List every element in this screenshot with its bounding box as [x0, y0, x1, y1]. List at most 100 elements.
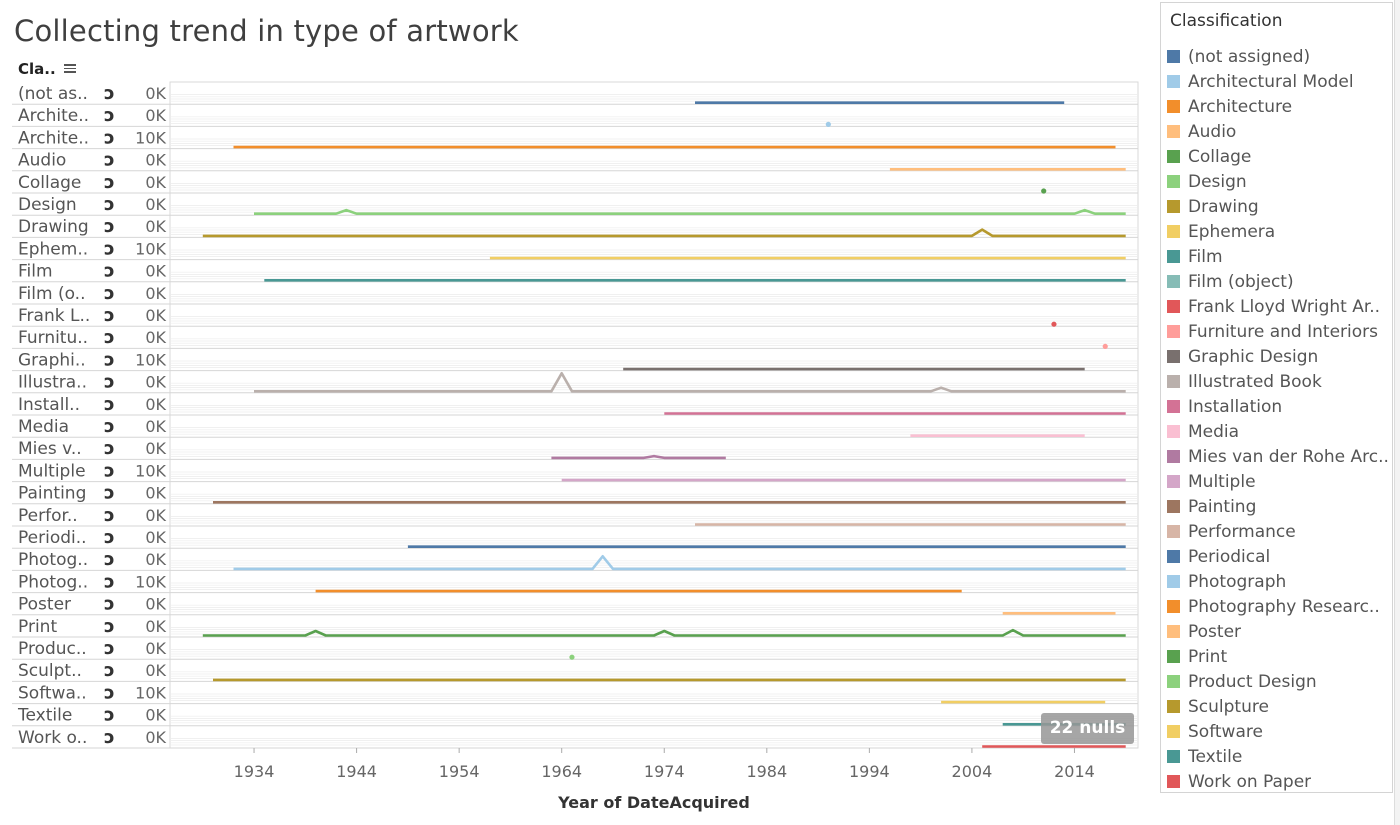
row-label[interactable]: Poster [18, 595, 71, 615]
legend-item[interactable]: Illustrated Book [1167, 369, 1389, 394]
series-line[interactable] [202, 628, 1126, 637]
legend-item[interactable]: Periodical [1167, 544, 1389, 569]
axis-toggle-icon[interactable]: ↄ [104, 372, 115, 393]
axis-toggle-icon[interactable]: ↄ [104, 238, 115, 259]
axis-toggle-icon[interactable]: ↄ [104, 638, 115, 659]
axis-toggle-icon[interactable]: ↄ [104, 682, 115, 703]
legend-item[interactable]: Media [1167, 419, 1389, 444]
row-label[interactable]: Sculpt.. [18, 661, 82, 681]
row-label[interactable]: Illustra.. [18, 373, 87, 393]
data-point[interactable] [825, 121, 831, 127]
series-line[interactable] [254, 372, 1126, 393]
row-label[interactable]: Mies v.. [18, 439, 82, 459]
legend-item[interactable]: Film (object) [1167, 269, 1389, 294]
axis-toggle-icon[interactable]: ↄ [104, 394, 115, 415]
legend-item[interactable]: Architectural Model [1167, 69, 1389, 94]
axis-toggle-icon[interactable]: ↄ [104, 483, 115, 504]
legend-item[interactable]: Photograph [1167, 569, 1389, 594]
legend-item[interactable]: Architecture [1167, 94, 1389, 119]
row-label[interactable]: Frank L.. [18, 306, 90, 326]
legend-item[interactable]: Mies van der Rohe Arc.. [1167, 444, 1389, 469]
axis-toggle-icon[interactable]: ↄ [104, 660, 115, 681]
row-label[interactable]: Produc.. [18, 639, 87, 659]
axis-toggle-icon[interactable]: ↄ [104, 216, 115, 237]
row-label[interactable]: Collage [18, 173, 81, 193]
axis-toggle-icon[interactable]: ↄ [104, 571, 115, 592]
data-point[interactable] [1041, 188, 1047, 194]
data-point[interactable] [569, 654, 575, 660]
axis-toggle-icon[interactable]: ↄ [104, 460, 115, 481]
axis-toggle-icon[interactable]: ↄ [104, 349, 115, 370]
row-label[interactable]: Design [18, 195, 77, 215]
axis-toggle-icon[interactable]: ↄ [104, 127, 115, 148]
axis-toggle-icon[interactable]: ↄ [104, 150, 115, 171]
legend-item[interactable]: Sculpture [1167, 694, 1389, 719]
row-label[interactable]: Graphi.. [18, 350, 86, 370]
axis-toggle-icon[interactable]: ↄ [104, 616, 115, 637]
row-label[interactable]: Textile [17, 706, 72, 726]
series-line[interactable] [233, 555, 1126, 571]
legend-item[interactable]: Installation [1167, 394, 1389, 419]
axis-toggle-icon[interactable]: ↄ [104, 527, 115, 548]
axis-toggle-icon[interactable]: ↄ [104, 727, 115, 748]
row-label[interactable]: Ephem.. [18, 239, 88, 259]
legend-item[interactable]: Software [1167, 719, 1389, 744]
row-label[interactable]: Film [18, 262, 53, 282]
legend-item[interactable]: Product Design [1167, 669, 1389, 694]
axis-toggle-icon[interactable]: ↄ [104, 438, 115, 459]
row-label[interactable]: Print [18, 617, 57, 637]
row-header-classification[interactable]: Cla.. [18, 60, 56, 78]
nulls-indicator-badge[interactable]: 22 nulls [1041, 713, 1134, 744]
row-label[interactable]: Perfor.. [18, 506, 78, 526]
row-label[interactable]: Drawing [18, 217, 89, 237]
axis-toggle-icon[interactable]: ↄ [104, 172, 115, 193]
axis-toggle-icon[interactable]: ↄ [104, 194, 115, 215]
axis-toggle-icon[interactable]: ↄ [104, 105, 115, 126]
legend-item[interactable]: Frank Lloyd Wright Ar.. [1167, 294, 1389, 319]
row-label[interactable]: Multiple [18, 461, 86, 481]
legend-item[interactable]: Print [1167, 644, 1389, 669]
row-label[interactable]: Painting [18, 484, 86, 504]
row-label[interactable]: Install.. [18, 395, 80, 415]
row-label[interactable]: Archite.. [18, 106, 89, 126]
data-point[interactable] [1051, 321, 1057, 327]
legend-item[interactable]: Work on Paper [1167, 769, 1389, 794]
legend-item[interactable]: Ephemera [1167, 219, 1389, 244]
axis-toggle-icon[interactable]: ↄ [104, 283, 115, 304]
legend-item[interactable]: Multiple [1167, 469, 1389, 494]
row-label[interactable]: Archite.. [18, 128, 89, 148]
row-label[interactable]: Photog.. [18, 572, 88, 592]
legend-item[interactable]: Audio [1167, 119, 1389, 144]
data-point[interactable] [1102, 343, 1108, 349]
row-label[interactable]: Audio [18, 151, 66, 171]
legend-item[interactable]: Collage [1167, 144, 1389, 169]
legend-item[interactable]: Film [1167, 244, 1389, 269]
legend-item[interactable]: Performance [1167, 519, 1389, 544]
row-label[interactable]: Film (o.. [18, 284, 86, 304]
axis-toggle-icon[interactable]: ↄ [104, 594, 115, 615]
row-label[interactable]: Work o.. [18, 728, 87, 748]
row-label[interactable]: Photog.. [18, 550, 88, 570]
row-label[interactable]: Media [18, 417, 69, 437]
axis-toggle-icon[interactable]: ↄ [104, 327, 115, 348]
legend-item[interactable]: Painting [1167, 494, 1389, 519]
scrollbar-strip[interactable] [1394, 0, 1400, 825]
axis-toggle-icon[interactable]: ↄ [104, 705, 115, 726]
row-label[interactable]: (not as.. [18, 84, 88, 104]
legend-item[interactable]: Graphic Design [1167, 344, 1389, 369]
axis-toggle-icon[interactable]: ↄ [104, 83, 115, 104]
legend-item[interactable]: Furniture and Interiors [1167, 319, 1389, 344]
sort-icon[interactable] [64, 64, 76, 76]
row-label[interactable]: Periodi.. [18, 528, 87, 548]
axis-toggle-icon[interactable]: ↄ [104, 505, 115, 526]
legend-item[interactable]: Textile [1167, 744, 1389, 769]
series-line[interactable] [551, 454, 726, 460]
axis-toggle-icon[interactable]: ↄ [104, 549, 115, 570]
axis-toggle-icon[interactable]: ↄ [104, 305, 115, 326]
legend-item[interactable]: Poster [1167, 619, 1389, 644]
series-line[interactable] [202, 228, 1126, 238]
legend-item[interactable]: Photography Researc.. [1167, 594, 1389, 619]
legend-item[interactable]: (not assigned) [1167, 44, 1389, 69]
legend-item[interactable]: Design [1167, 169, 1389, 194]
series-line[interactable] [254, 208, 1126, 215]
